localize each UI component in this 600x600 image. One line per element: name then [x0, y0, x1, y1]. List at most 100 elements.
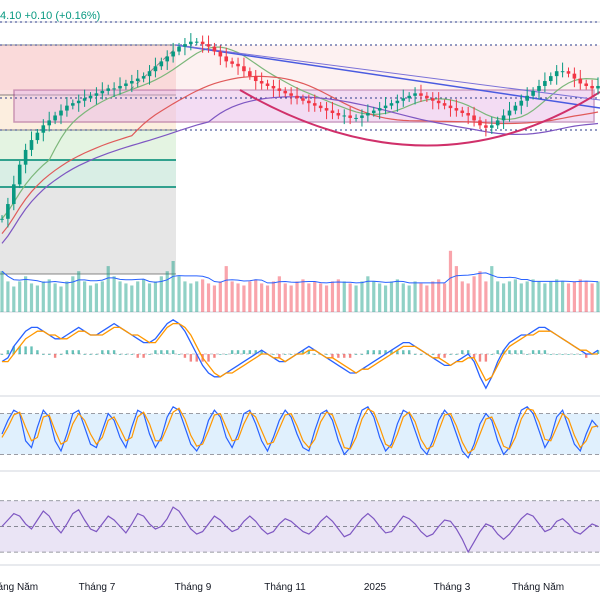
macd-histogram-bar	[278, 354, 281, 358]
macd-histogram-bar	[520, 350, 523, 354]
candle-body	[407, 95, 411, 99]
fib-zone-green	[0, 130, 176, 160]
candle-body	[507, 110, 512, 116]
candle-body	[153, 66, 158, 72]
candle-body	[348, 115, 352, 118]
volume-bar	[324, 285, 329, 312]
candle-body	[35, 132, 40, 141]
candle-body	[177, 46, 181, 52]
macd-histogram-bar	[142, 354, 145, 358]
candle-body	[218, 51, 223, 57]
volume-bar	[578, 279, 582, 312]
trend-line-inner	[175, 44, 600, 101]
candle-body	[41, 125, 46, 133]
candle-body	[484, 125, 488, 128]
volume-bar	[366, 276, 370, 312]
volume-bar	[401, 283, 405, 312]
rsi-band	[0, 500, 600, 553]
signal-line	[2, 322, 598, 382]
candle-body	[130, 81, 134, 84]
volume-bar	[383, 285, 388, 312]
candle-body	[442, 103, 447, 106]
candle-body	[371, 110, 376, 114]
candle-body	[489, 125, 494, 128]
candle-body	[560, 71, 565, 73]
volume-bar	[41, 281, 45, 312]
candle-body	[436, 100, 441, 104]
volume-bar	[560, 281, 565, 312]
candle-body	[200, 41, 205, 45]
volume-bar	[218, 281, 222, 312]
macd-histogram-bar	[407, 350, 411, 354]
candle-body	[578, 78, 583, 84]
volume-bar	[454, 266, 458, 312]
macd-histogram-bar	[508, 350, 511, 354]
macd-histogram-bar	[195, 354, 198, 362]
macd-histogram-bar	[366, 350, 370, 354]
macd-histogram-bar	[543, 350, 547, 354]
volume-bar	[496, 281, 500, 312]
x-axis-tick-label: 2025	[364, 582, 387, 593]
candle-body	[566, 71, 571, 74]
macd-histogram-bar	[584, 354, 588, 358]
candle-body	[135, 78, 140, 82]
macd-histogram-bar	[236, 350, 240, 354]
candle-body	[259, 81, 264, 84]
volume-bar	[460, 281, 464, 312]
macd-histogram-bar	[313, 354, 316, 355]
macd-histogram-bar	[36, 350, 39, 354]
candle-body	[572, 73, 577, 79]
macd-histogram-bar	[419, 354, 423, 355]
macd-histogram-bar	[242, 350, 246, 354]
macd-histogram-bar	[567, 354, 570, 355]
macd-histogram-bar	[307, 350, 311, 354]
candle-body	[342, 115, 347, 117]
candle-body	[354, 117, 358, 119]
volume-bar	[448, 250, 453, 312]
volume-bar	[348, 283, 352, 312]
x-axis-tick-label: Tháng 7	[79, 582, 116, 593]
macd-histogram-bar	[24, 346, 27, 354]
candle-body	[478, 120, 482, 126]
volume-bar	[83, 281, 87, 312]
volume-bar	[212, 285, 217, 312]
volume-ma-line	[1, 270, 599, 284]
volume-bar	[307, 283, 311, 312]
volume-bar	[566, 283, 571, 312]
volume-bar	[6, 281, 10, 312]
macd-histogram-bar	[30, 346, 33, 354]
candle-body	[171, 51, 175, 57]
macd-histogram-bar	[337, 354, 340, 358]
macd-histogram-bar	[18, 346, 21, 354]
candle-body	[295, 95, 299, 99]
candle-body	[265, 83, 270, 86]
macd-histogram-bar	[372, 350, 375, 354]
candle-body	[0, 218, 4, 220]
macd-histogram-bar	[148, 354, 151, 355]
volume-bar	[431, 281, 435, 312]
volume-bar	[501, 283, 506, 312]
volume-bar	[378, 283, 382, 312]
macd-histogram-bar	[549, 354, 552, 355]
x-axis-tick-label: Tháng 3	[434, 582, 471, 593]
volume-bar	[319, 283, 323, 312]
fib-zone-gray	[0, 187, 176, 274]
macd-histogram-bar	[166, 350, 169, 354]
volume-bar	[330, 281, 335, 312]
macd-histogram-bar	[384, 350, 387, 354]
candle-body	[596, 85, 600, 89]
candle-body	[242, 66, 246, 72]
volume-bar	[490, 266, 494, 312]
macd-histogram-bar	[160, 350, 163, 354]
candle-body	[53, 115, 57, 121]
volume-bar	[407, 285, 411, 312]
candle-body	[584, 83, 588, 86]
macd-histogram-bar	[71, 350, 75, 354]
volume-bar	[260, 283, 264, 312]
candle-body	[466, 113, 470, 116]
candle-body	[525, 95, 529, 101]
volume-bar	[59, 286, 63, 312]
volume-bar	[572, 281, 576, 312]
candle-body	[124, 83, 128, 86]
